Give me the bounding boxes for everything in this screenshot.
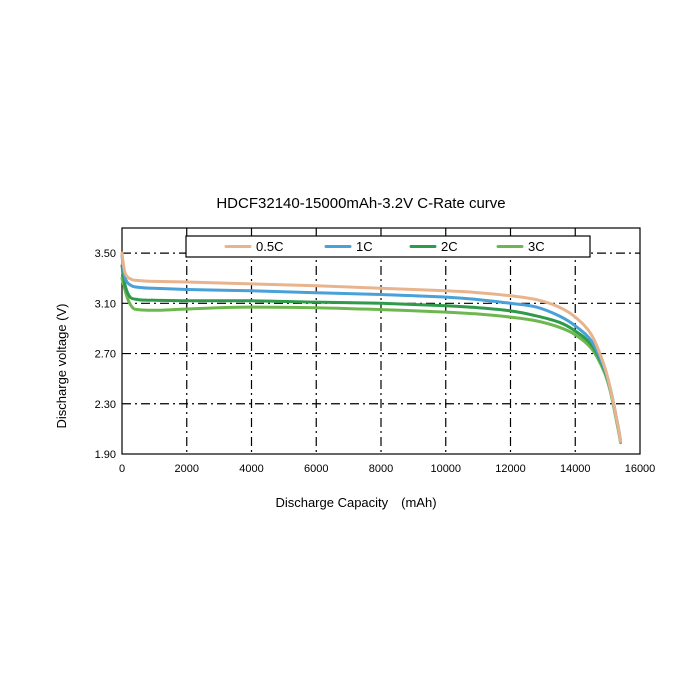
x-axis-ticks: 0 2000 4000 6000 8000 10000 12000 14000 16000	[119, 463, 655, 475]
x-tick-label: 12000	[495, 463, 526, 475]
x-tick-label: 10000	[430, 463, 461, 475]
x-tick-label: 8000	[369, 463, 393, 475]
x-tick-label: 2000	[175, 463, 199, 475]
y-axis-label: Discharge voltage (V)	[54, 304, 69, 429]
legend-box	[185, 235, 591, 258]
y-tick-label: 3.10	[95, 298, 116, 310]
y-axis-ticks: 1.90 2.30 2.70 3.10 3.50	[95, 248, 116, 461]
y-tick-label: 1.90	[95, 449, 116, 461]
x-axis-label: Discharge Capacity (mAh)	[275, 495, 436, 510]
y-tick-label: 2.70	[95, 349, 116, 361]
series-line-3C	[120, 276, 623, 445]
x-tick-label: 16000	[625, 463, 656, 475]
x-tick-label: 6000	[304, 463, 328, 475]
series-lines	[120, 251, 623, 445]
legend-label: 2C	[441, 239, 458, 254]
series-line-0_5C	[120, 251, 623, 443]
plot-area-frame	[121, 227, 641, 455]
y-tick-label: 3.50	[95, 248, 116, 260]
y-tick-label: 2.30	[95, 399, 116, 411]
legend: 0.5C 1C 2C 3C	[185, 235, 591, 258]
legend-label: 1C	[356, 239, 373, 254]
legend-label: 3C	[528, 239, 545, 254]
x-tick-label: 14000	[560, 463, 591, 475]
x-tick-label: 4000	[239, 463, 263, 475]
x-tick-label: 0	[119, 463, 125, 475]
legend-label: 0.5C	[256, 239, 283, 254]
chart-title: HDCF32140-15000mAh-3.2V C-Rate curve	[216, 195, 505, 212]
